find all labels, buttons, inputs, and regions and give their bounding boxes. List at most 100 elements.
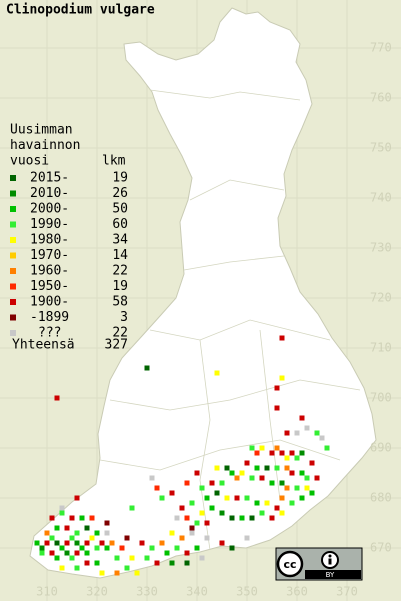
border — [259, 329, 281, 501]
observation-cell — [234, 495, 240, 501]
observation-cell — [59, 505, 65, 511]
observation-cell — [159, 495, 165, 501]
easting-label: 330 — [136, 585, 158, 599]
observation-cell — [229, 515, 235, 521]
observation-cell — [54, 555, 60, 561]
observation-cell — [144, 365, 150, 371]
legend-heading: havainnon — [10, 138, 80, 153]
observation-cell — [204, 520, 210, 526]
legend-count-heading: lkm — [102, 154, 126, 169]
observation-cell — [289, 450, 295, 456]
observation-cell — [74, 540, 80, 546]
observation-cell — [74, 565, 80, 571]
observation-cell — [279, 495, 285, 501]
cc-text: cc — [283, 558, 296, 571]
legend-count: 34 — [112, 233, 128, 248]
observation-cell — [84, 525, 90, 531]
observation-cell — [314, 475, 320, 481]
observation-cell — [129, 505, 135, 511]
legend-count: 3 — [120, 310, 128, 325]
observation-cell — [294, 430, 300, 436]
observation-cell — [89, 515, 95, 521]
observation-cell — [174, 545, 180, 551]
observation-cell — [199, 510, 205, 516]
observation-cell — [219, 480, 225, 486]
legend-swatch — [10, 314, 16, 321]
observation-cell — [274, 385, 280, 391]
observation-cell — [299, 415, 305, 421]
easting-label: 340 — [186, 585, 208, 599]
observation-cell — [239, 470, 245, 476]
observation-cell — [94, 530, 100, 536]
observation-cell — [144, 555, 150, 561]
easting-label: 310 — [36, 585, 58, 599]
northing-label: 690 — [370, 441, 392, 455]
observation-cell — [259, 475, 265, 481]
by-text: BY — [326, 571, 335, 579]
observation-cell — [104, 530, 110, 536]
observation-cell — [104, 520, 110, 526]
observation-cell — [254, 450, 260, 456]
legend-label: 1900- — [30, 295, 69, 310]
observation-cell — [109, 540, 115, 546]
observation-cell — [174, 515, 180, 521]
observation-cell — [74, 495, 80, 501]
observation-cell — [259, 510, 265, 516]
legend-total-label: Yhteensä — [12, 338, 75, 353]
observation-cell — [99, 540, 105, 546]
observation-cell — [214, 370, 220, 376]
observation-cell — [149, 545, 155, 551]
observation-cell — [104, 545, 110, 551]
observation-cell — [284, 430, 290, 436]
cc-license: cc BY — [275, 547, 363, 581]
northing-label: 760 — [370, 91, 392, 105]
observation-cell — [154, 485, 160, 491]
border — [99, 439, 341, 471]
observation-cell — [254, 465, 260, 471]
observation-cell — [59, 545, 65, 551]
observation-cell — [314, 430, 320, 436]
observation-cell — [129, 555, 135, 561]
observation-cell — [254, 500, 260, 506]
observation-cell — [184, 550, 190, 556]
observation-cell — [114, 555, 120, 561]
observation-cell — [264, 465, 270, 471]
observation-cell — [84, 560, 90, 566]
border — [149, 89, 301, 101]
observation-cell — [79, 545, 85, 551]
observation-cell — [224, 495, 230, 501]
observation-cell — [244, 535, 250, 541]
observation-cell — [274, 465, 280, 471]
observation-cell — [234, 475, 240, 481]
observation-cell — [64, 525, 70, 531]
observation-cell — [179, 505, 185, 511]
northing-label: 720 — [370, 291, 392, 305]
observation-cell — [44, 540, 50, 546]
legend-swatch — [10, 283, 16, 290]
observation-cell — [84, 550, 90, 556]
axis-labels: 770 760 750 740 730 720 710 700 690 680 670 310 320 3… — [36, 41, 392, 599]
easting-label: 320 — [86, 585, 108, 599]
legend-label: ??? — [38, 326, 61, 341]
observation-cell — [279, 450, 285, 456]
observation-cell — [149, 475, 155, 481]
observation-cell — [54, 540, 60, 546]
observation-cell — [229, 545, 235, 551]
legend-count: 60 — [112, 217, 128, 232]
observation-cell — [214, 490, 220, 496]
legend-heading: vuosi — [10, 154, 49, 169]
observation-cell — [289, 500, 295, 506]
observation-cell — [69, 515, 75, 521]
northing-label: 740 — [370, 191, 392, 205]
observation-cell — [279, 510, 285, 516]
observation-cell — [189, 525, 195, 531]
observation-cell — [119, 545, 125, 551]
observation-cell — [309, 460, 315, 466]
observation-cell — [209, 505, 215, 511]
observation-cell — [279, 480, 285, 486]
observation-cell — [249, 475, 255, 481]
by-body — [328, 558, 332, 565]
observation-cell — [199, 555, 205, 561]
observation-cell — [319, 435, 325, 441]
by-head — [328, 554, 332, 558]
